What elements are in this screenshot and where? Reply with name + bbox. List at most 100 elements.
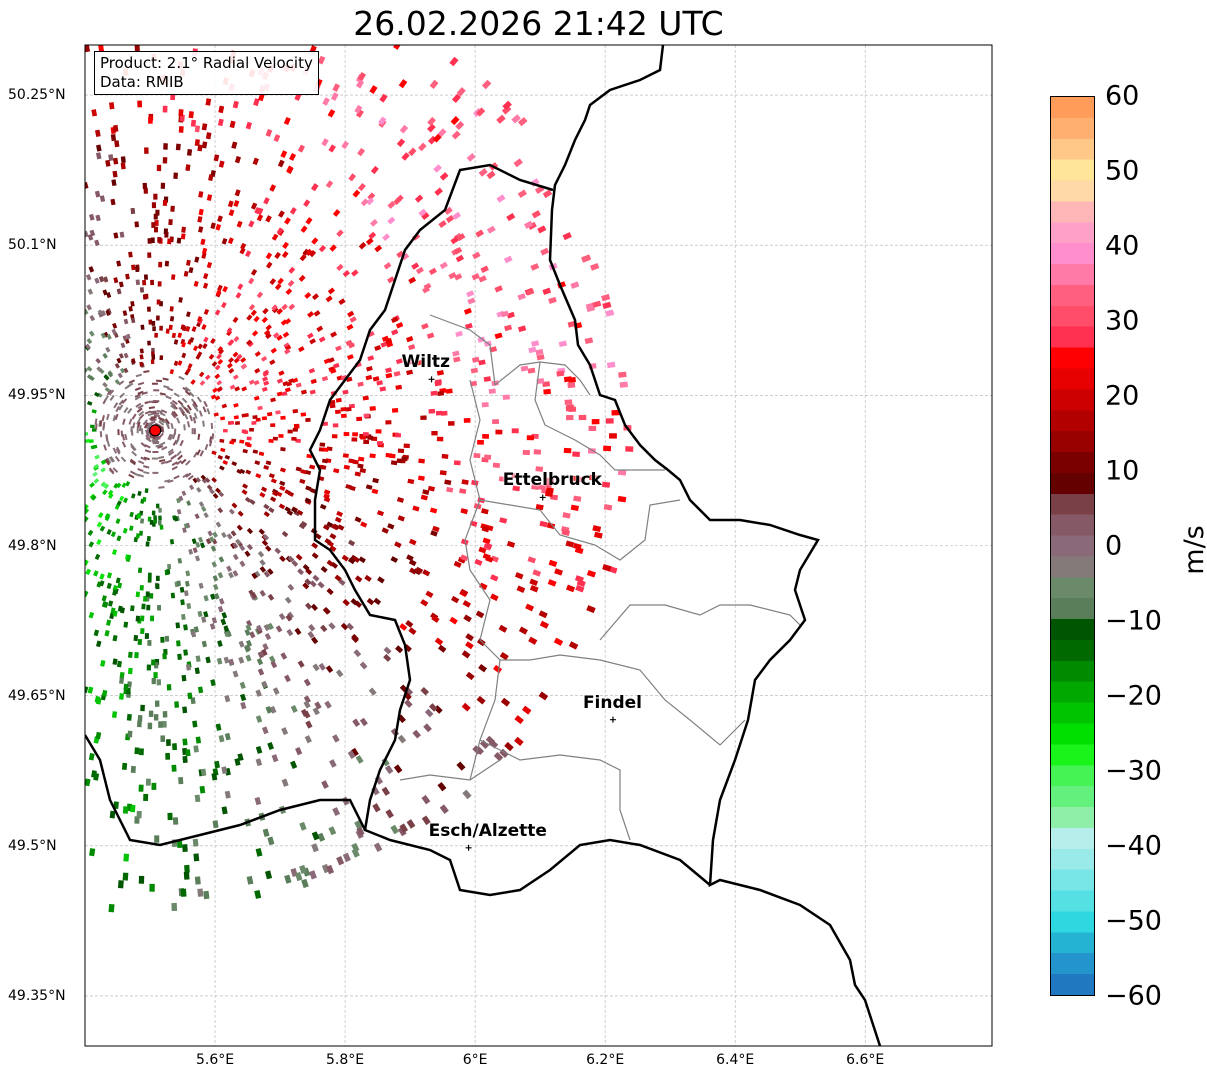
radar-gate: [155, 379, 163, 383]
radar-gate: [252, 449, 259, 454]
radar-gate: [304, 497, 312, 504]
radar-gate: [153, 672, 158, 679]
radar-gate: [173, 172, 179, 179]
radar-gate: [476, 695, 486, 705]
radar-gate: [99, 195, 106, 203]
radar-gate: [241, 429, 247, 433]
radar-gate: [154, 835, 160, 843]
radar-gate: [158, 486, 165, 489]
radar-gate: [95, 697, 102, 705]
radar-gate: [171, 764, 177, 772]
radar-gate: [193, 412, 198, 420]
radar-gate: [247, 341, 254, 348]
radar-gate: [172, 743, 178, 751]
radar-gate: [180, 888, 187, 897]
radar-gate: [182, 386, 189, 392]
radar-gate: [195, 477, 201, 483]
radar-gate: [149, 883, 155, 892]
radar-gate: [351, 269, 359, 277]
radar-gate: [572, 542, 582, 550]
radar-gate: [370, 165, 379, 175]
radar-gate: [114, 140, 120, 148]
radar-gate: [269, 278, 277, 286]
colorbar-label: m/s: [1179, 525, 1207, 575]
radar-gate: [173, 339, 179, 345]
radar-gate: [144, 410, 152, 415]
radar-gate: [199, 542, 206, 549]
radar-gate: [193, 401, 199, 408]
radar-gate: [350, 747, 359, 757]
radar-gate: [287, 491, 295, 497]
radar-gate: [281, 303, 288, 311]
radar-gate: [562, 512, 571, 519]
radar-gate: [105, 435, 109, 442]
radar-gate: [393, 196, 402, 206]
radar-gate: [169, 401, 176, 407]
radar-gate: [259, 559, 266, 566]
radar-gate: [465, 671, 475, 681]
radar-gate: [228, 658, 235, 666]
radar-gate: [167, 812, 173, 821]
radar-gate: [123, 853, 130, 862]
radar-gate: [145, 429, 149, 436]
radar-gate: [210, 422, 214, 429]
radar-gate: [263, 197, 270, 205]
radar-gate: [372, 376, 380, 382]
radar-gate: [429, 79, 439, 89]
radar-gate: [114, 379, 121, 385]
radar-gate: [214, 760, 220, 769]
radar-gate: [209, 488, 215, 495]
radar-gate: [396, 458, 403, 464]
radar-gate: [243, 413, 249, 418]
radar-gate: [323, 607, 331, 615]
radar-gate: [456, 87, 466, 97]
radar-gate: [381, 757, 390, 767]
radar-gate: [226, 327, 233, 334]
radar-gate: [180, 458, 187, 465]
radar-gate: [232, 570, 239, 577]
radar-gate: [122, 527, 128, 534]
radar-gate: [453, 460, 461, 466]
radar-gate: [125, 481, 131, 487]
radar-gate: [205, 538, 212, 545]
radar-gate: [494, 332, 503, 340]
radar-gate: [108, 154, 114, 162]
radar-gate: [354, 471, 362, 477]
radar-gate: [140, 498, 145, 504]
radar-gate: [294, 871, 303, 882]
radar-gate: [85, 590, 89, 598]
radar-gate: [221, 531, 227, 539]
radar-gate: [434, 637, 444, 646]
radar-gate: [281, 530, 289, 538]
radar-gate: [290, 760, 298, 769]
radar-gate: [420, 686, 430, 696]
radar-gate: [112, 415, 117, 422]
radar-gate: [135, 279, 140, 286]
radar-gate: [121, 482, 127, 489]
radar-gate: [106, 333, 112, 340]
radar-gate: [108, 389, 115, 396]
radar-gate: [576, 476, 585, 483]
radar-gate: [143, 274, 148, 280]
radar-gate: [125, 273, 130, 280]
radar-gate: [325, 180, 334, 189]
radar-gate: [318, 662, 326, 671]
radar-gate: [302, 582, 310, 590]
radar-gate: [112, 322, 118, 329]
radar-gate: [305, 720, 313, 729]
radar-gate: [173, 516, 179, 522]
radar-gate: [182, 844, 188, 852]
radar-gate: [271, 233, 279, 241]
radar-gate: [453, 356, 461, 363]
radar-gate: [284, 596, 292, 604]
radar-gate: [461, 650, 471, 659]
colorbar: [1050, 96, 1095, 996]
radar-gate: [240, 363, 247, 370]
radar-gate: [389, 453, 396, 459]
radar-gate: [258, 528, 265, 535]
radar-gate: [536, 354, 545, 361]
radar-gate: [434, 380, 442, 387]
radar-gate: [236, 468, 243, 475]
radar-gate: [160, 636, 165, 643]
radar-gate: [155, 583, 160, 590]
